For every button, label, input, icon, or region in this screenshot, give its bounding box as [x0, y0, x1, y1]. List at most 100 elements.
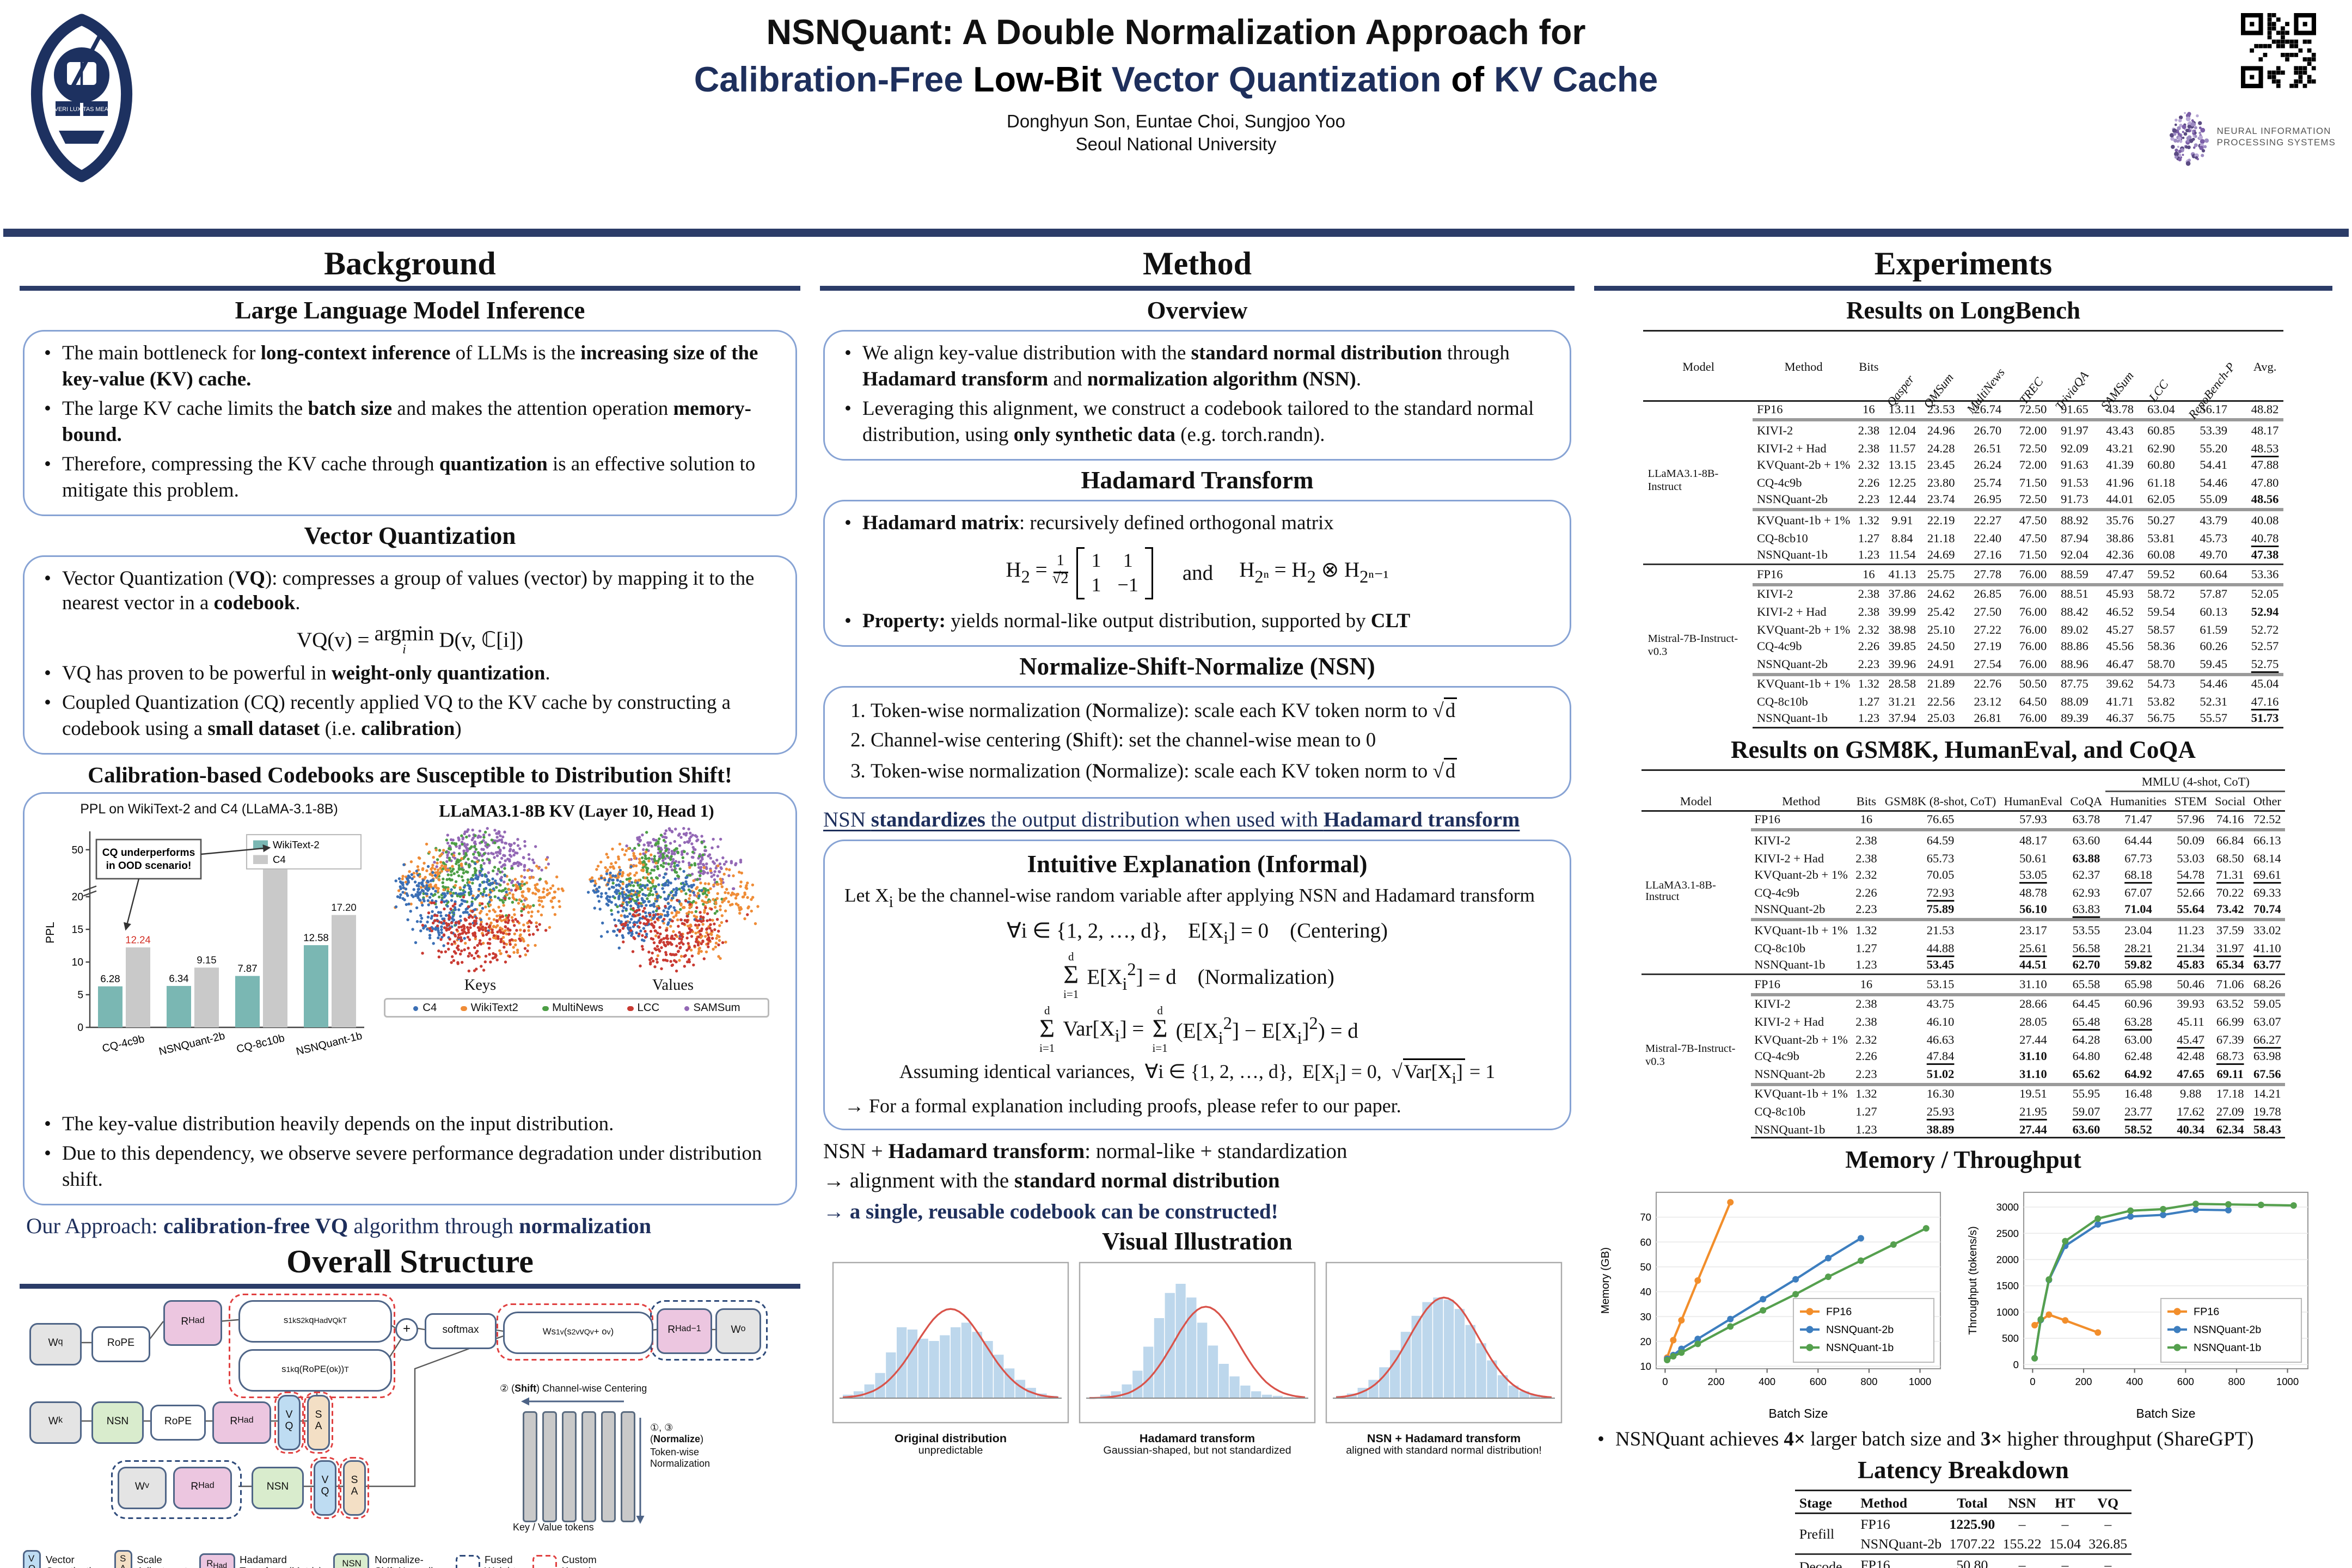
scatter-legend-item: MultiNews: [542, 1003, 603, 1014]
scatter-legend: C4 WikiText2 MultiNews LCC SAMSum: [384, 999, 769, 1019]
table-row: KVQuant-2b + 1% 2.32 13.15 23.45 26.24 72.00 9…: [1756, 457, 2279, 473]
table-row: LLaMA3.1-8B-Instruct FP16 16 13.11 23.53 26.7…: [1647, 402, 2279, 494]
experiments-section-title: Experiments: [1874, 247, 2053, 283]
svg-text:17.20: 17.20: [331, 902, 357, 914]
gsm-title: Results on GSM8K, HumanEval, and CoQA: [1731, 738, 2196, 765]
scatter-legend-item: SAMSum: [683, 1003, 740, 1014]
svg-text:3000: 3000: [1996, 1202, 2019, 1214]
table-row: CQ-8c10b 1.27 25.93 21.95 59.07 23.77 17.62 27.…: [1754, 1104, 2281, 1119]
bullet-item: Leveraging this alignment, we construct …: [844, 396, 1553, 449]
eq-centering: ∀i ∈ {1, 2, …, d}, E[Xi] = 0 (Centering): [1006, 917, 1388, 948]
qr-code: [2241, 13, 2316, 88]
svg-text:NSNQuant-2b: NSNQuant-2b: [2194, 1325, 2261, 1337]
diagram-node: softmax: [425, 1313, 497, 1349]
svg-text:20: 20: [72, 892, 83, 904]
svg-text:200: 200: [2075, 1376, 2092, 1388]
longbench-table: Model Method Bits Qasper QMSum MultiNews TREC T…: [1644, 329, 2283, 729]
table-row: CQ-8cb10 1.27 8.84 21.18 22.40 47.50 87.94 38.8…: [1756, 530, 2279, 545]
svg-text:2000: 2000: [1996, 1254, 2019, 1266]
neurips-text-1: NEURAL INFORMATION: [2216, 127, 2331, 138]
table-row: LLaMA3.1-8B-Instruct FP16 16 76.65 57.93 63.7…: [1645, 812, 2281, 904]
diagram-legend: VQVectorQuantization SAScaleAdjustment RHa…: [23, 1549, 800, 1568]
neurips-swirl-icon: [2170, 112, 2209, 166]
svg-text:9.15: 9.15: [197, 955, 216, 966]
visual-illustration-panels: Original distribution unpredictable Hadam…: [820, 1260, 1575, 1459]
table-row: KVQuant-1b + 1% 1.32 9.91 22.19 22.27 47.50 88…: [1644, 508, 2283, 529]
histogram-panel: NSN + Hadamard transform aligned with sta…: [1325, 1260, 1563, 1459]
table-row: CQ-8c10b 1.27 44.88 25.61 56.58 28.21 21.34 31.…: [1754, 940, 2281, 955]
svg-text:FP16: FP16: [1826, 1307, 1852, 1319]
vq-bullets-top: Vector Quantization (VQ): compresses a g…: [41, 566, 779, 618]
table-row: Mistral-7B-Instruct-v0.3 FP16 16 41.13 25.75…: [1644, 563, 2283, 728]
memory-chart: 10 20 30 40 50 60 70 0 200 400 600 800 1000 FP16 NSNQu…: [1600, 1192, 1941, 1421]
diagram-node: R Had: [212, 1401, 271, 1444]
svg-text:600: 600: [1810, 1376, 1827, 1388]
scatter-legend-item: C4: [413, 1003, 437, 1014]
poster-title-line2: Calibration-Free Low-Bit Vector Quantiza…: [694, 60, 1658, 100]
bullet-item: Due to this dependency, we observe sever…: [44, 1142, 779, 1195]
scatter-title: LLaMA3.1-8B KV (Layer 10, Head 1): [439, 804, 714, 823]
histogram-panel: Original distribution unpredictable: [831, 1260, 1070, 1459]
diagram-legend-item: RHadHadamardTransform (Matrix): [199, 1554, 322, 1568]
table-header: Model Method Bits Qasper QMSum MultiNews TREC T…: [1644, 329, 2283, 421]
vq-equation: VQ(v) = argmin i D(v, ℂ[i]): [296, 621, 524, 658]
diagram-node: R Had: [163, 1300, 222, 1346]
title-block: NSNQuant: A Double Normalization Approac…: [0, 10, 2352, 155]
visual-illustration-title: Visual Illustration: [1102, 1229, 1293, 1256]
svg-text:1000: 1000: [1909, 1376, 1931, 1388]
table-row: KIVI-2 2.38 43.75 28.66 64.45 60.96 39.93 63.52…: [1641, 992, 2286, 1013]
overview-panel: We align key-value distribution with the…: [823, 329, 1571, 460]
svg-text:500: 500: [2002, 1333, 2019, 1345]
nsn-standardizes-line: NSN standardizes the output distribution…: [823, 807, 1520, 832]
nsn-steps: Token-wise normalization (Normalize): sc…: [841, 696, 1553, 787]
longbench-title: Results on LongBench: [1846, 298, 2081, 324]
svg-text:50: 50: [1640, 1262, 1651, 1273]
table-row: Prefill FP16 1225.90– – –: [1799, 1516, 2112, 1542]
overall-structure-title: Overall Structure: [286, 1245, 534, 1282]
table-row: Mistral-7B-Instruct-v0.3 FP16 16 53.15 31.10…: [1641, 973, 2286, 1138]
svg-text:60: 60: [1640, 1237, 1651, 1248]
table-row: CQ-8c10b 1.27 31.21 22.56 23.12 64.50 88.09 41.…: [1756, 694, 2279, 709]
keys-label: Keys: [464, 979, 497, 996]
intuitive-panel: Intuitive Explanation (Informal) Let Xi …: [823, 840, 1571, 1130]
svg-text:Memory (GB): Memory (GB): [1600, 1248, 1612, 1314]
table-row: KIVI-2 2.38 37.86 24.62 26.85 76.00 88.51 45.93…: [1644, 582, 2283, 603]
section-rule: [20, 286, 800, 290]
intuitive-note: → For a formal explanation including pro…: [844, 1094, 1401, 1117]
svg-text:10: 10: [72, 958, 83, 969]
svg-text:NSNQuant-2b: NSNQuant-2b: [158, 1031, 226, 1058]
gsm-table: Model Method Bits GSM8K (8-shot, CoT) HumanE…: [1641, 769, 2286, 1140]
svg-text:6.28: 6.28: [100, 973, 120, 985]
vector-quantization-title: Vector Quantization: [304, 523, 516, 550]
bullet-item: The main bottleneck for long-context inf…: [44, 341, 779, 393]
table-row: CQ-4c9b 2.26 72.93 48.78 62.93 67.07 52.66 70.2…: [1754, 885, 2281, 900]
neurips-text-2: PROCESSING SYSTEMS: [2216, 139, 2336, 149]
eq-assumption: Assuming identical variances, ∀i ∈ {1, 2…: [841, 1059, 1553, 1089]
svg-text:1000: 1000: [1996, 1307, 2019, 1319]
overview-title: Overview: [1147, 298, 1248, 324]
bullet-item: The large KV cache limits the batch size…: [44, 396, 779, 449]
svg-text:FP16: FP16: [2194, 1307, 2219, 1319]
table-row: KIVI-2 + Had 2.38 39.99 25.42 27.50 76.00 88.4…: [1756, 604, 2279, 619]
table-row: NSNQuant-2b 2.23 75.89 56.10 63.83 71.04 55.64…: [1754, 902, 2281, 917]
table-row: KIVI-2 2.38 64.59 48.17 63.60 64.44 50.09 66.84…: [1641, 828, 2286, 849]
latency-table-wrap: Stage Method Total NSN HT VQ Prefill FP16 1225.9…: [1594, 1490, 2332, 1568]
our-approach-line: Our Approach: calibration-free VQ algori…: [26, 1214, 652, 1239]
table-header: Stage Method Total NSN HT VQ: [1795, 1490, 2132, 1515]
nsn-title: Normalize-Shift-Normalize (NSN): [1019, 654, 1375, 681]
table-row: NSNQuant-1b 1.23 38.89 27.44 63.60 58.52 40.34…: [1641, 1120, 2286, 1140]
svg-text:30: 30: [1640, 1312, 1651, 1323]
svg-text:CQ-8c10b: CQ-8c10b: [235, 1033, 286, 1056]
longbench-table-wrap: Model Method Bits Qasper QMSum MultiNews TREC T…: [1594, 329, 2332, 729]
distribution-shift-title: Calibration-based Codebooks are Suscepti…: [88, 763, 732, 788]
kv-token-bar: [523, 1411, 537, 1522]
table-row: KVQuant-2b + 1% 2.32 70.05 53.05 62.37 68.18 5…: [1754, 867, 2281, 883]
